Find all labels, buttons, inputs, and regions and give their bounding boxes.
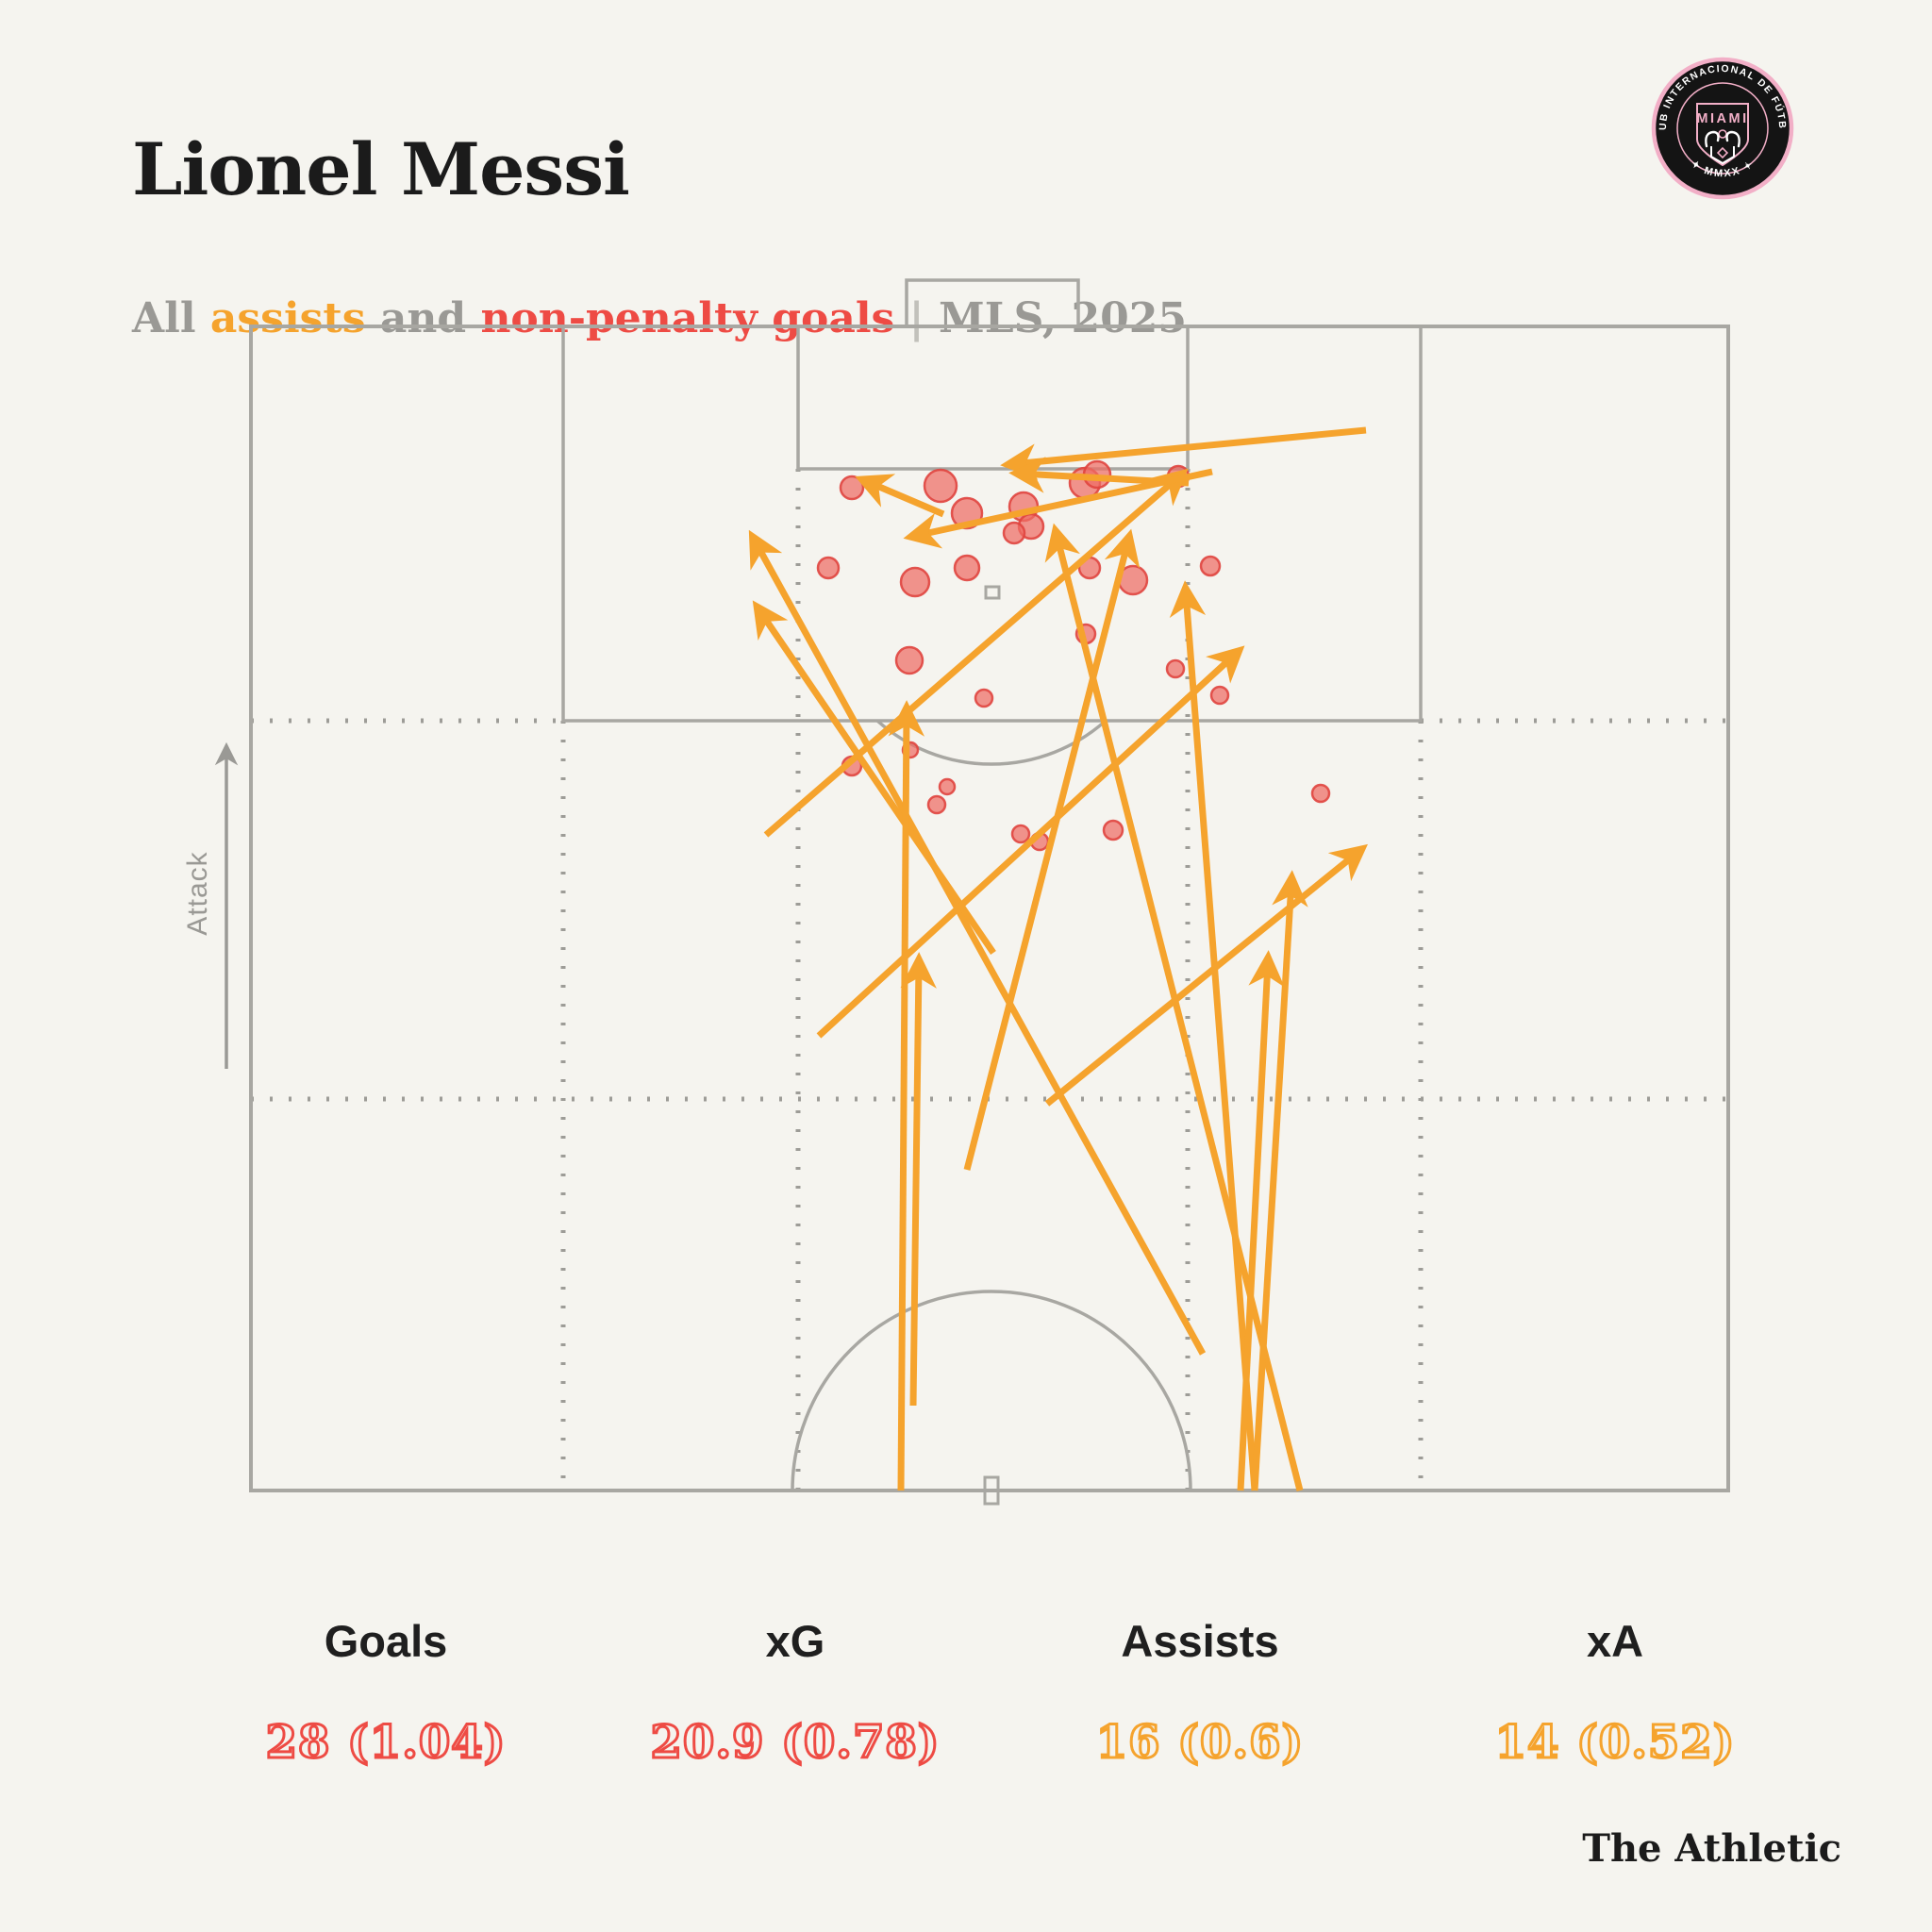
goal-dot-23 [938,777,957,796]
subtitle: All assists and non-penalty goals | MLS,… [132,294,1187,342]
badge-inner-ring [1676,82,1769,175]
subtitle-part-3: non-penalty goals [480,294,895,342]
assist-arrow-3 [748,529,1207,1356]
goal-dot-1 [923,468,958,504]
assist-arrow-14 [1251,870,1308,1491]
assist-arrow-7 [963,528,1141,1171]
attack-direction-label: Attack [182,851,213,936]
stats-row: Goals 28 (1.04) xG 20.9 (0.78) Assists 16 (0.… [0,1615,1932,1823]
goal-dot-14 [1199,555,1222,577]
goal-dot-18 [1165,658,1186,679]
assist-arrow-6 [900,952,937,1407]
assist-arrow-4 [752,600,996,955]
goal-dot-19 [1209,685,1230,706]
stat-label: Goals [324,1616,448,1666]
goal-dot-25 [1010,824,1031,844]
assist-arrow-0 [1000,426,1367,480]
goal-dot-10 [899,566,931,598]
goal-dot-17 [974,688,994,708]
assist-arrow-10 [1044,523,1304,1491]
six-yard-box [796,325,1190,471]
goal-dot-16 [894,645,924,675]
goal-dot-27 [1102,819,1124,841]
goal-dot-9 [816,556,841,580]
goal-frame [905,278,1080,328]
stat-value: 16 (0.6) [1094,1715,1305,1771]
assist-arrow-5 [888,700,925,1491]
stat-value: 20.9 (0.78) [649,1715,941,1771]
subtitle-part-2: and [365,294,481,342]
penalty-spot [984,585,1001,600]
inter-miami-club-badge: CLUB INTERNACIONAL DE FÚTBOL ✦ MMXX ✦ MI… [1649,55,1794,200]
badge-miami-text: MIAMI [1696,111,1748,126]
goal-dot-20 [1310,783,1331,804]
stat-col-goals: Goals 28 (1.04) [264,1615,507,1771]
badge-shield [1696,103,1749,167]
subtitle-part-0: All [132,294,210,342]
stat-label: xG [765,1616,825,1666]
stat-value: 14 (0.52) [1493,1715,1736,1771]
brand-logo: The Athletic [1582,1826,1841,1871]
stat-col-xa: xA 14 (0.52) [1493,1615,1736,1771]
badge-heron-emblem [1705,129,1740,164]
assist-arrow-8 [1169,580,1258,1491]
stat-col-xg: xG 20.9 (0.78) [649,1615,941,1771]
assist-arrow-9 [1044,843,1368,1107]
stat-label: xA [1586,1616,1644,1666]
goal-dot-0 [839,475,865,501]
goal-dot-11 [953,554,981,582]
stat-label: Assists [1121,1616,1279,1666]
goal-dot-5 [1002,521,1026,545]
stat-col-assists: Assists 16 (0.6) [1094,1615,1305,1771]
center-circle [791,1290,1192,1491]
penalty-area [561,325,1423,723]
subtitle-part-5: MLS, 2025 [938,294,1187,342]
pitch-boundary [249,325,1730,1492]
assist-arrow-15 [1237,950,1285,1491]
center-spot [983,1475,1000,1506]
subtitle-part-1: assists [209,294,366,342]
goal-dot-24 [926,794,947,815]
assist-arrow-13 [816,645,1245,1039]
assist-arrow-11 [855,474,945,518]
subtitle-part-4: | [894,294,939,342]
stat-value: 28 (1.04) [264,1715,507,1771]
assist-arrow-12 [903,468,1213,549]
page-title: Lionel Messi [132,126,630,211]
